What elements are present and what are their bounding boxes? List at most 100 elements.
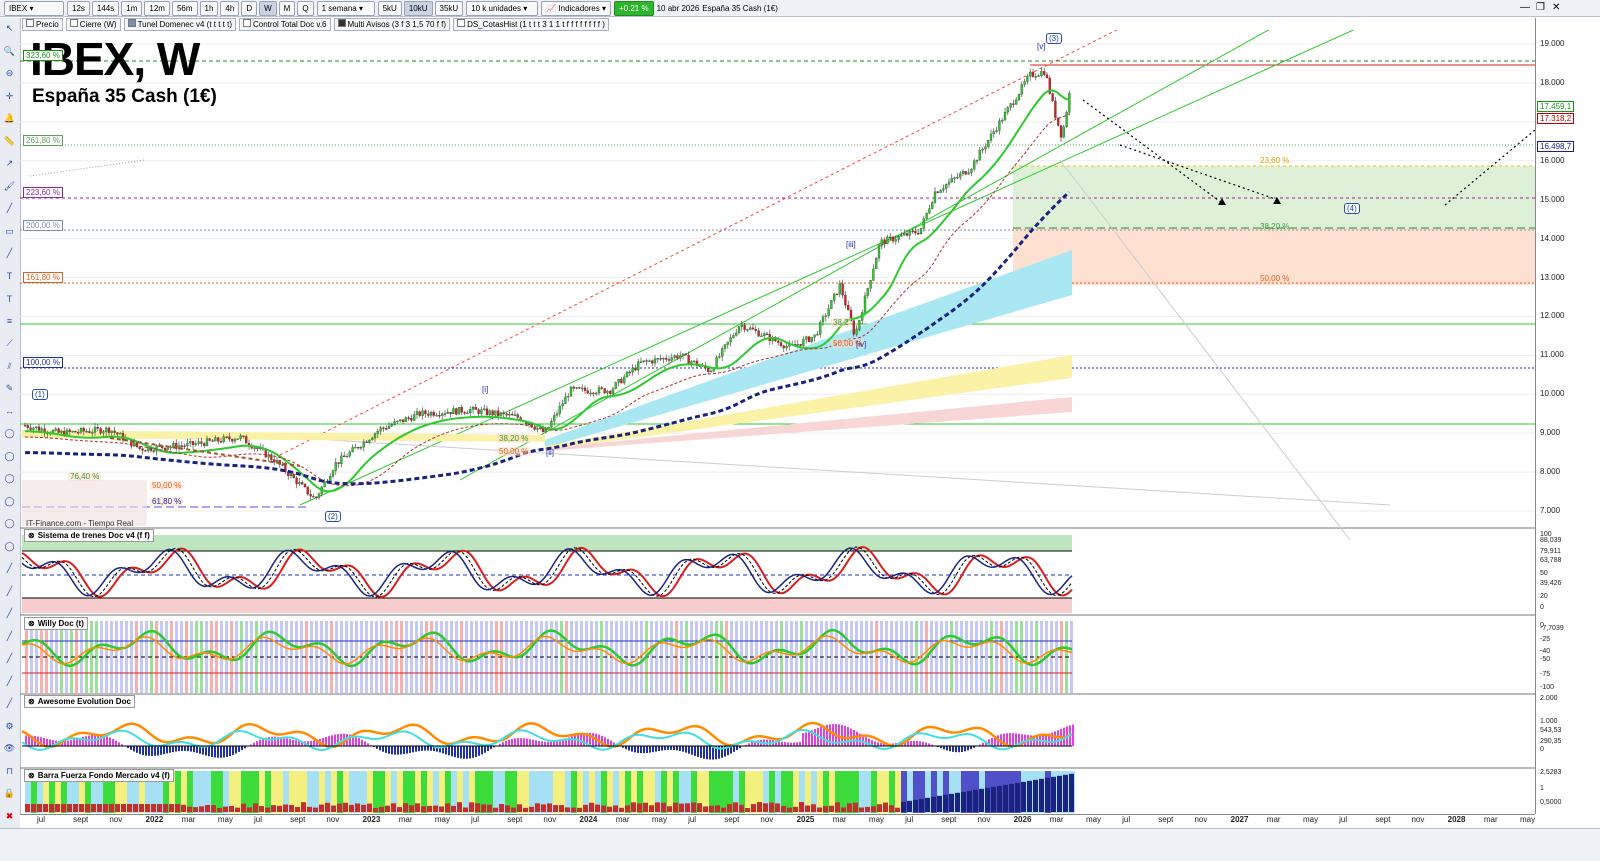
pane-axis-label: -50 <box>1540 656 1550 663</box>
cursor-icon[interactable]: ↖ <box>3 22 16 35</box>
candle-body <box>1029 72 1031 76</box>
interval-12m-button[interactable]: 12m <box>144 1 170 16</box>
text-icon[interactable]: T <box>3 292 16 305</box>
candle-body <box>88 431 90 432</box>
force-histogram-bar <box>307 807 312 812</box>
zoom-icon[interactable]: 🔍 <box>3 45 16 58</box>
line-icon[interactable]: ╱ <box>3 562 16 575</box>
close-pane-icon[interactable]: ⊗ <box>28 619 35 628</box>
force-histogram-bar <box>109 804 114 812</box>
line-icon[interactable]: ╱ <box>3 630 16 643</box>
checkbox-icon[interactable] <box>243 19 251 27</box>
shape-icon[interactable]: ◯ <box>3 517 16 530</box>
pane-axis-label: 39,426 <box>1540 580 1561 587</box>
settings-icon[interactable]: ⚙ <box>3 720 16 733</box>
trend-icon[interactable]: ⟋ <box>3 337 16 350</box>
indicators-button[interactable]: 📈 Indicadores ▾ <box>541 1 611 16</box>
close-pane-icon[interactable]: ⊗ <box>28 771 35 780</box>
line-icon[interactable]: ╱ <box>3 585 16 598</box>
force-histogram-bar <box>157 804 162 812</box>
candle-body <box>508 414 510 415</box>
checkbox-icon[interactable] <box>26 19 34 27</box>
period-select[interactable]: 1 semana ▾ <box>317 1 375 16</box>
restore-icon[interactable]: ❐ <box>1536 2 1545 13</box>
time-tick-label: sept <box>724 815 739 824</box>
candle-body <box>906 233 908 235</box>
interval-12s-button[interactable]: 12s <box>67 1 90 16</box>
awesome-bar <box>481 746 483 754</box>
main-chart[interactable] <box>20 30 1535 814</box>
candle-body <box>982 149 984 150</box>
force-histogram-bar <box>913 800 918 812</box>
shape-icon[interactable]: ◯ <box>3 495 16 508</box>
minimize-icon[interactable]: — <box>1520 2 1530 13</box>
unit-35ku-button[interactable]: 35kU <box>435 1 464 16</box>
alert-icon[interactable]: 🔔 <box>3 112 16 125</box>
line-icon[interactable]: ╱ <box>3 202 16 215</box>
ruler-icon[interactable]: 📏 <box>3 135 16 148</box>
interval-1h-button[interactable]: 1h <box>200 1 219 16</box>
brush-icon[interactable]: 🖌 <box>3 180 16 193</box>
awesome-bar <box>268 737 270 746</box>
arrow-icon[interactable]: ↗ <box>3 157 16 170</box>
line-icon[interactable]: ╱ <box>3 697 16 710</box>
time-tick-label: sept <box>1158 815 1173 824</box>
close-icon[interactable]: ✕ <box>1552 2 1560 13</box>
line-icon[interactable]: ╱ <box>3 652 16 665</box>
indicator-pane-title[interactable]: ⊗Sistema de trenes Doc v4 (f f) <box>24 529 154 542</box>
symbol-select[interactable]: IBEX ▾ <box>4 1 64 16</box>
interval-d-button[interactable]: D <box>241 1 257 16</box>
force-bar <box>493 771 499 813</box>
interval-56m-button[interactable]: 56m <box>172 1 198 16</box>
price-tick-label: 13.000 <box>1540 273 1564 282</box>
close-pane-icon[interactable]: ⊗ <box>28 531 35 540</box>
lock-icon[interactable]: 🔒 <box>3 787 16 800</box>
rect-icon[interactable]: ▭ <box>3 225 16 238</box>
line-icon[interactable]: ╱ <box>3 247 16 260</box>
units-select[interactable]: 10 k unidades ▾ <box>466 1 538 16</box>
unit-5ku-button[interactable]: 5kU <box>378 1 402 16</box>
zoom-out-icon[interactable]: ⊖ <box>3 67 16 80</box>
shape-icon[interactable]: ◯ <box>3 427 16 440</box>
candle-body <box>657 358 659 359</box>
shape-icon[interactable]: ◯ <box>3 472 16 485</box>
checkbox-icon[interactable] <box>457 19 465 27</box>
interval-1m-button[interactable]: 1m <box>121 1 142 16</box>
interval-w-button[interactable]: W <box>259 1 277 16</box>
eye-icon[interactable]: 👁 <box>3 742 16 755</box>
indicator-pane-title[interactable]: ⊗Willy Doc (t) <box>24 617 88 630</box>
shape-icon[interactable]: ◯ <box>3 540 16 553</box>
checkbox-icon[interactable] <box>338 19 346 27</box>
pencil-icon[interactable]: ✎ <box>3 382 16 395</box>
force-histogram-bar <box>355 803 360 812</box>
time-tick-label: may <box>1303 815 1318 824</box>
text-icon[interactable]: T <box>3 270 16 283</box>
close-pane-icon[interactable]: ⊗ <box>28 697 35 706</box>
interval-144s-button[interactable]: 144s <box>92 1 119 16</box>
awesome-bar <box>796 742 798 746</box>
candle-body <box>217 438 219 442</box>
force-histogram-bar <box>1021 782 1026 812</box>
force-histogram-bar <box>865 807 870 812</box>
interval-m-button[interactable]: M <box>279 1 296 16</box>
interval-4h-button[interactable]: 4h <box>220 1 239 16</box>
interval-q-button[interactable]: Q <box>297 1 313 16</box>
line-icon[interactable]: ╱ <box>3 675 16 688</box>
candle-body <box>808 337 810 342</box>
awesome-bar <box>946 746 948 750</box>
measure-icon[interactable]: ↔ <box>3 405 16 418</box>
candle-body <box>396 421 398 422</box>
line-icon[interactable]: ╱ <box>3 607 16 620</box>
indicator-pane-title[interactable]: ⊗Barra Fuerza Fondo Mercado v4 (f) <box>24 769 174 782</box>
magnet-icon[interactable]: ⊓ <box>3 765 16 778</box>
candle-body <box>458 407 460 414</box>
shape-icon[interactable]: ◯ <box>3 450 16 463</box>
fib-icon[interactable]: ≡ <box>3 315 16 328</box>
unit-10ku-button[interactable]: 10kU <box>404 1 433 16</box>
delete-icon[interactable]: ✖ <box>3 810 16 823</box>
crosshair-icon[interactable]: ✛ <box>3 90 16 103</box>
indicator-pane-title[interactable]: ⊗Awesome Evolution Doc <box>24 695 135 708</box>
channel-icon[interactable]: ⫽ <box>3 360 16 373</box>
checkbox-icon[interactable] <box>128 19 136 27</box>
checkbox-icon[interactable] <box>70 19 78 27</box>
